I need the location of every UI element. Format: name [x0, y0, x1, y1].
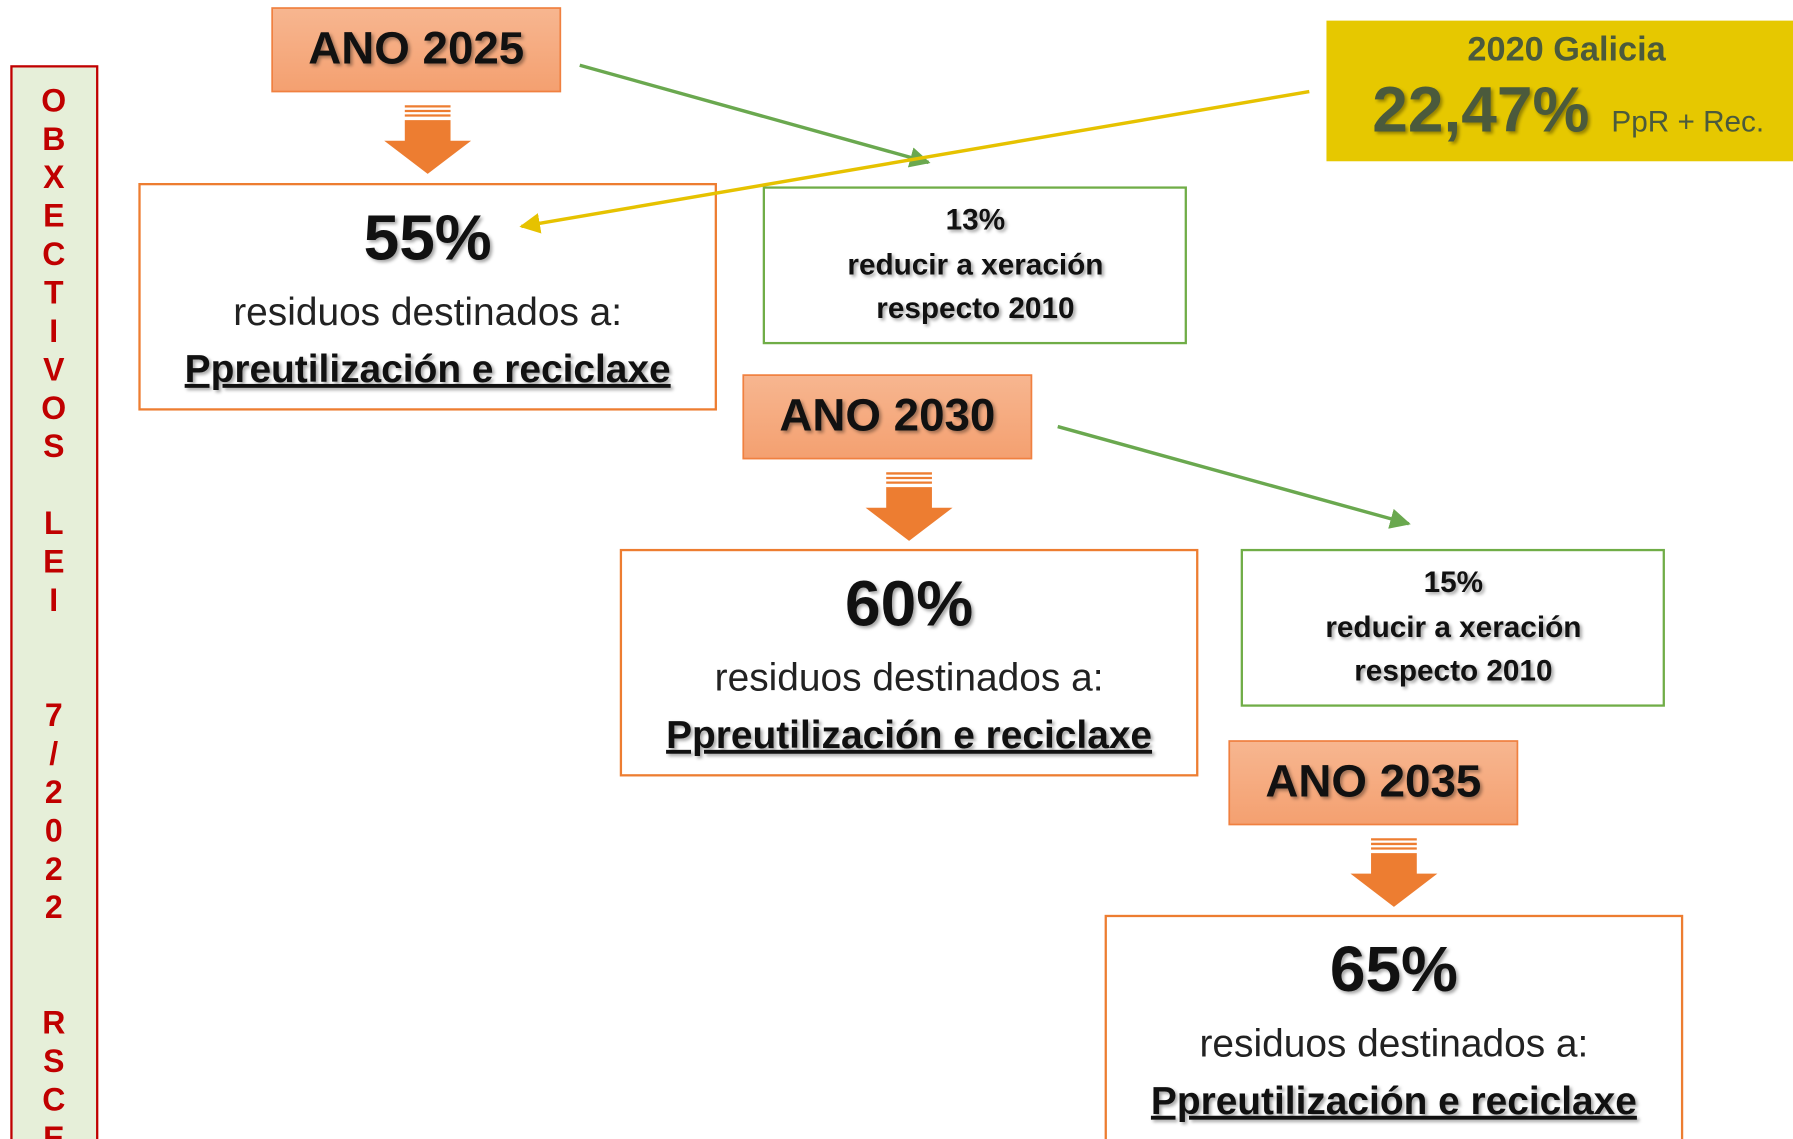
- description: residuos destinados a:: [233, 291, 622, 334]
- sidebar-letter: B: [42, 121, 65, 157]
- sidebar-letter: E: [43, 198, 64, 234]
- percent: 60%: [845, 567, 973, 639]
- galicia-value: 22,47%: [1372, 73, 1589, 145]
- sidebar-letter: S: [43, 1043, 64, 1079]
- target: Ppreutilización e reciclaxe: [1151, 1080, 1637, 1123]
- sidebar-letter: E: [43, 543, 64, 579]
- sidebar-letter: 7: [45, 697, 63, 733]
- main-box: [1104, 914, 1684, 1139]
- galicia-box: [1326, 20, 1793, 162]
- galicia-title: 2020 Galicia: [1467, 31, 1666, 69]
- sidebar-letter: /: [49, 736, 58, 772]
- sidebar-letter: I: [49, 313, 58, 349]
- year: ANO 2030: [779, 390, 995, 441]
- reduction-box: [1240, 548, 1665, 707]
- sidebar-letter: C: [42, 1081, 65, 1117]
- reduction-text: reducir a xeración: [1325, 611, 1581, 644]
- reduction-percent: 13%: [946, 204, 1005, 237]
- target: Ppreutilización e reciclaxe: [185, 348, 671, 391]
- connector: [1057, 424, 1411, 529]
- sidebar-letter: 2: [45, 851, 63, 887]
- year-box: [742, 374, 1033, 460]
- connector: [519, 89, 1310, 234]
- sidebar-letter: I: [49, 582, 58, 618]
- sidebar-letter: 2: [45, 774, 63, 810]
- year-box: [1228, 740, 1519, 826]
- down-arrow: [865, 487, 953, 541]
- sidebar-letter: X: [43, 159, 65, 195]
- year-box: [271, 7, 562, 93]
- sidebar-letter: T: [44, 275, 64, 311]
- percent: 55%: [364, 201, 492, 273]
- down-arrow: [1350, 853, 1438, 907]
- year: ANO 2035: [1265, 756, 1481, 807]
- connector: [579, 63, 931, 168]
- sidebar-letter: 2: [45, 889, 63, 925]
- target: Ppreutilización e reciclaxe: [666, 714, 1152, 757]
- sidebar-letter: O: [41, 390, 66, 426]
- reduction-percent: 15%: [1424, 566, 1483, 599]
- galicia-note: PpR + Rec.: [1611, 105, 1764, 138]
- sidebar-letter: V: [43, 351, 65, 387]
- main-box: [138, 182, 717, 411]
- sidebar-letter: O: [41, 82, 66, 118]
- sidebar-letter: 0: [45, 812, 63, 848]
- sidebar-letter: C: [42, 236, 65, 272]
- description: residuos destinados a:: [715, 657, 1104, 700]
- sidebar-letter: E: [43, 1120, 64, 1139]
- percent: 65%: [1330, 933, 1458, 1005]
- reduction-text: reducir a xeración: [847, 248, 1103, 281]
- description: residuos destinados a:: [1199, 1023, 1588, 1066]
- down-arrow: [384, 120, 472, 174]
- main-box: [619, 548, 1199, 777]
- sidebar-letter: S: [43, 428, 64, 464]
- reduction-text: respecto 2010: [876, 292, 1074, 325]
- sidebar: [10, 65, 99, 1139]
- sidebar-letter: R: [42, 1005, 65, 1041]
- sidebar-word: RSCEC: [42, 1005, 65, 1139]
- reduction-box: [762, 186, 1187, 345]
- sidebar-word: LEI: [43, 505, 64, 618]
- reduction-text: respecto 2010: [1354, 654, 1552, 687]
- year: ANO 2025: [308, 23, 524, 74]
- sidebar-letter: L: [44, 505, 64, 541]
